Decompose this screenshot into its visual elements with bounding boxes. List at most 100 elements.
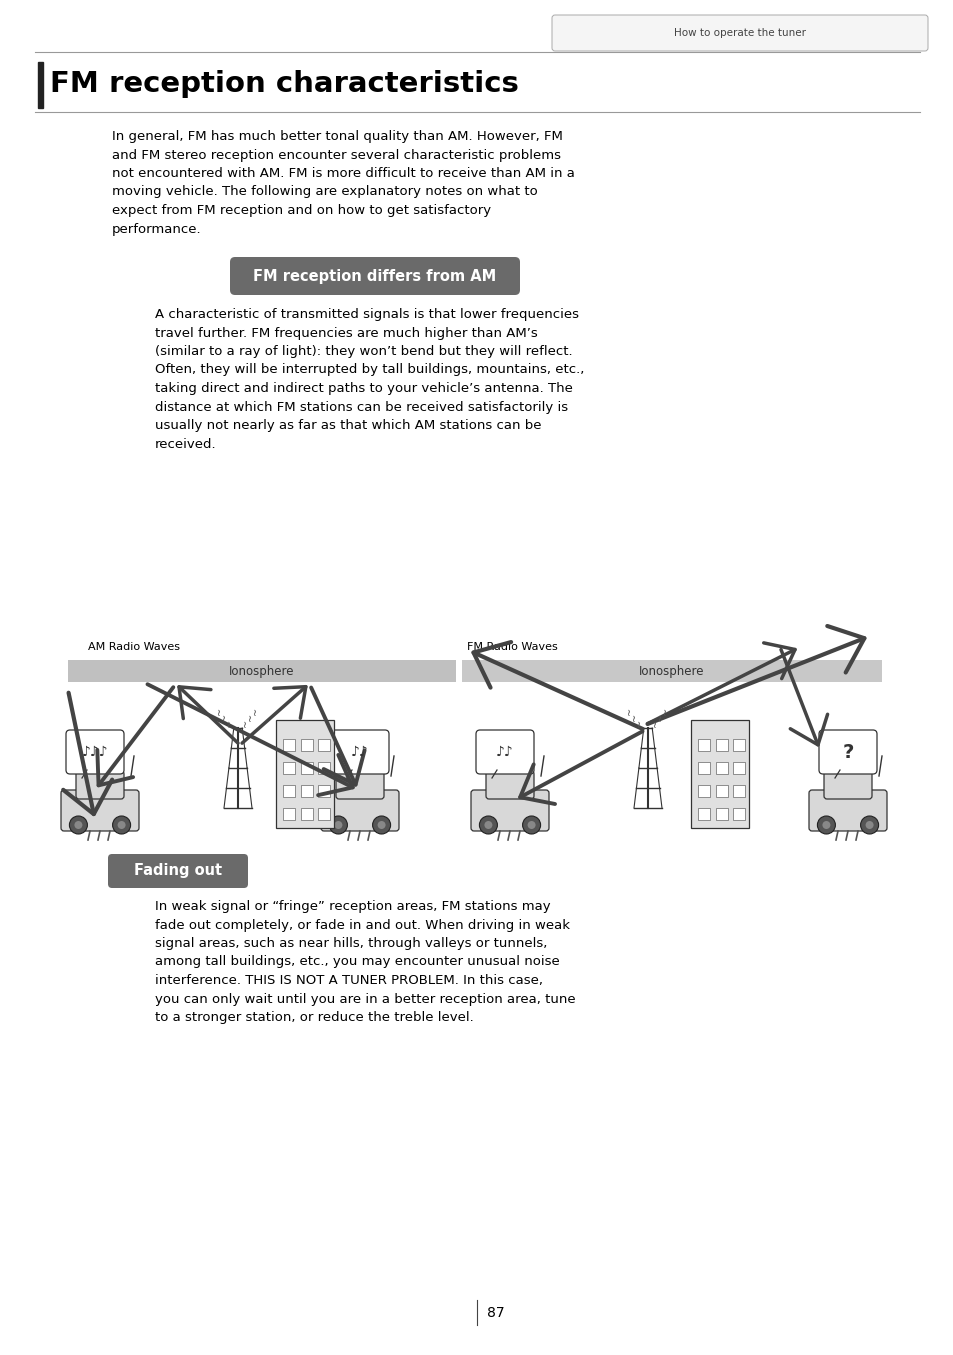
FancyBboxPatch shape xyxy=(108,854,248,888)
Bar xyxy=(318,738,330,751)
Text: ~: ~ xyxy=(635,720,644,728)
Circle shape xyxy=(821,821,829,829)
Bar xyxy=(283,762,294,774)
Bar xyxy=(715,762,727,774)
Text: taking direct and indirect paths to your vehicle’s antenna. The: taking direct and indirect paths to your… xyxy=(154,382,572,396)
Bar xyxy=(283,785,294,797)
Bar xyxy=(68,660,456,682)
Text: ~: ~ xyxy=(251,707,261,715)
Text: Ionosphere: Ionosphere xyxy=(639,664,704,678)
Text: usually not nearly as far as that which AM stations can be: usually not nearly as far as that which … xyxy=(154,419,541,432)
Circle shape xyxy=(860,816,878,833)
FancyBboxPatch shape xyxy=(320,790,398,831)
Text: ~: ~ xyxy=(220,713,230,721)
Text: to a stronger station, or reduce the treble level.: to a stronger station, or reduce the tre… xyxy=(154,1011,474,1024)
Bar xyxy=(318,808,330,820)
FancyBboxPatch shape xyxy=(66,730,124,774)
Circle shape xyxy=(329,816,347,833)
Bar xyxy=(733,808,744,820)
Text: signal areas, such as near hills, through valleys or tunnels,: signal areas, such as near hills, throug… xyxy=(154,938,547,950)
Bar xyxy=(283,738,294,751)
FancyBboxPatch shape xyxy=(331,730,389,774)
Text: AM Radio Waves: AM Radio Waves xyxy=(88,642,180,652)
Bar xyxy=(275,720,334,828)
Text: performance.: performance. xyxy=(112,222,201,236)
Circle shape xyxy=(117,821,126,829)
Circle shape xyxy=(373,816,390,833)
Text: 87: 87 xyxy=(486,1306,504,1320)
Bar xyxy=(38,62,43,108)
Text: FM Radio Waves: FM Radio Waves xyxy=(467,642,558,652)
Text: How to operate the tuner: How to operate the tuner xyxy=(673,28,805,38)
Bar xyxy=(318,762,330,774)
FancyBboxPatch shape xyxy=(476,730,534,774)
Text: not encountered with AM. FM is more difficult to receive than AM in a: not encountered with AM. FM is more diff… xyxy=(112,167,575,180)
Bar xyxy=(733,762,744,774)
Text: ♪♪: ♪♪ xyxy=(351,745,369,759)
Text: distance at which FM stations can be received satisfactorily is: distance at which FM stations can be rec… xyxy=(154,401,568,413)
Bar xyxy=(318,785,330,797)
Bar xyxy=(283,808,294,820)
Bar xyxy=(300,785,313,797)
Circle shape xyxy=(70,816,88,833)
FancyBboxPatch shape xyxy=(818,730,876,774)
Text: ~: ~ xyxy=(660,707,670,715)
Text: among tall buildings, etc., you may encounter unusual noise: among tall buildings, etc., you may enco… xyxy=(154,955,559,969)
Text: interference. THIS IS NOT A TUNER PROBLEM. In this case,: interference. THIS IS NOT A TUNER PROBLE… xyxy=(154,974,542,986)
Bar xyxy=(300,808,313,820)
FancyBboxPatch shape xyxy=(61,790,139,831)
Text: In general, FM has much better tonal quality than AM. However, FM: In general, FM has much better tonal qua… xyxy=(112,130,562,144)
Text: Often, they will be interrupted by tall buildings, mountains, etc.,: Often, they will be interrupted by tall … xyxy=(154,363,584,377)
Text: ~: ~ xyxy=(225,720,234,728)
Bar xyxy=(698,808,709,820)
FancyBboxPatch shape xyxy=(823,771,871,799)
Text: ~: ~ xyxy=(241,720,251,728)
Circle shape xyxy=(74,821,82,829)
Text: ♪♪♪: ♪♪♪ xyxy=(82,745,109,759)
Circle shape xyxy=(377,821,385,829)
Text: received.: received. xyxy=(154,438,216,450)
Circle shape xyxy=(817,816,835,833)
Text: you can only wait until you are in a better reception area, tune: you can only wait until you are in a bet… xyxy=(154,992,575,1005)
Text: Fading out: Fading out xyxy=(133,863,222,878)
Text: ~: ~ xyxy=(629,713,639,721)
Text: ~: ~ xyxy=(214,707,225,715)
Text: fade out completely, or fade in and out. When driving in weak: fade out completely, or fade in and out.… xyxy=(154,919,569,931)
Text: moving vehicle. The following are explanatory notes on what to: moving vehicle. The following are explan… xyxy=(112,186,537,198)
Text: Ionosphere: Ionosphere xyxy=(229,664,294,678)
Circle shape xyxy=(479,816,497,833)
Text: and FM stereo reception encounter several characteristic problems: and FM stereo reception encounter severa… xyxy=(112,149,560,161)
Bar xyxy=(733,785,744,797)
Text: In weak signal or “fringe” reception areas, FM stations may: In weak signal or “fringe” reception are… xyxy=(154,900,550,913)
Text: ~: ~ xyxy=(624,707,635,715)
Bar xyxy=(461,660,882,682)
Bar xyxy=(715,738,727,751)
FancyBboxPatch shape xyxy=(471,790,548,831)
FancyBboxPatch shape xyxy=(485,771,534,799)
Bar xyxy=(690,720,748,828)
Text: FM reception differs from AM: FM reception differs from AM xyxy=(253,268,497,283)
FancyBboxPatch shape xyxy=(335,771,384,799)
Bar xyxy=(698,738,709,751)
Text: expect from FM reception and on how to get satisfactory: expect from FM reception and on how to g… xyxy=(112,205,491,217)
Text: ~: ~ xyxy=(656,713,665,721)
Bar xyxy=(698,785,709,797)
Bar xyxy=(715,785,727,797)
Circle shape xyxy=(527,821,535,829)
Text: ?: ? xyxy=(841,743,853,762)
FancyBboxPatch shape xyxy=(230,257,519,295)
Bar xyxy=(733,738,744,751)
Text: FM reception characteristics: FM reception characteristics xyxy=(50,70,518,98)
Bar xyxy=(300,738,313,751)
Text: ♪♪: ♪♪ xyxy=(496,745,514,759)
FancyBboxPatch shape xyxy=(552,15,927,51)
Text: A characteristic of transmitted signals is that lower frequencies: A characteristic of transmitted signals … xyxy=(154,308,578,321)
Text: travel further. FM frequencies are much higher than AM’s: travel further. FM frequencies are much … xyxy=(154,327,537,340)
FancyBboxPatch shape xyxy=(76,771,124,799)
Bar xyxy=(715,808,727,820)
Circle shape xyxy=(335,821,342,829)
Circle shape xyxy=(522,816,540,833)
FancyBboxPatch shape xyxy=(808,790,886,831)
Text: (similar to a ray of light): they won’t bend but they will reflect.: (similar to a ray of light): they won’t … xyxy=(154,346,572,358)
Circle shape xyxy=(864,821,873,829)
